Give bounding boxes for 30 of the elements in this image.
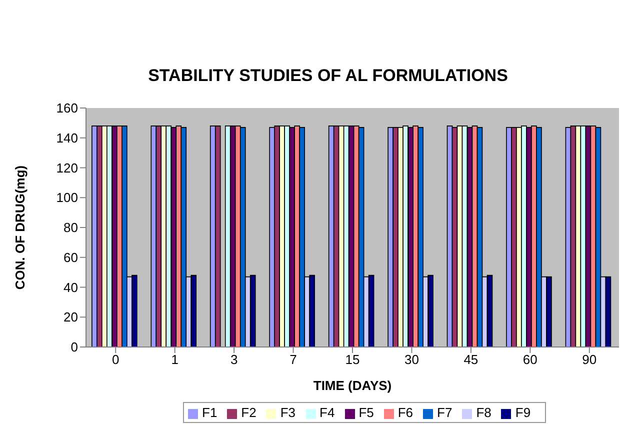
y-axis-title: CON. OF DRUG(mg) (12, 165, 28, 290)
legend-label: F5 (358, 405, 374, 420)
legend-label: F2 (241, 405, 256, 420)
legend-label: F1 (202, 405, 218, 420)
legend-label: F3 (280, 405, 296, 420)
x-tick-label: 90 (582, 352, 597, 368)
y-tick-label: 20 (64, 310, 78, 325)
x-tick-label: 15 (345, 352, 360, 368)
x-tick-label: 0 (112, 352, 120, 368)
x-tick-label: 60 (522, 352, 538, 368)
chart-title: STABILITY STUDIES OF AL FORMULATIONS (147, 66, 509, 86)
x-tick-label: 1 (171, 352, 178, 368)
x-tick-label: 45 (464, 352, 478, 368)
legend-label: F8 (476, 405, 492, 420)
legend-label: F7 (437, 405, 452, 420)
legend-label: F4 (320, 405, 335, 420)
y-tick-label: 0 (70, 340, 78, 355)
x-tick-label: 7 (290, 352, 297, 368)
y-tick-label: 160 (56, 100, 78, 116)
y-tick-label: 40 (64, 280, 78, 295)
x-axis-title: TIME (DAYS) (313, 378, 392, 393)
x-tick-label: 30 (404, 352, 419, 368)
legend-label: F6 (398, 405, 414, 420)
y-tick-label: 100 (56, 190, 78, 206)
y-tick-label: 140 (56, 130, 78, 146)
legend-label: F9 (515, 405, 531, 420)
y-tick-label: 80 (64, 220, 78, 236)
y-tick-label: 120 (56, 160, 78, 176)
x-tick-label: 3 (230, 352, 238, 368)
y-tick-label: 60 (64, 250, 78, 265)
